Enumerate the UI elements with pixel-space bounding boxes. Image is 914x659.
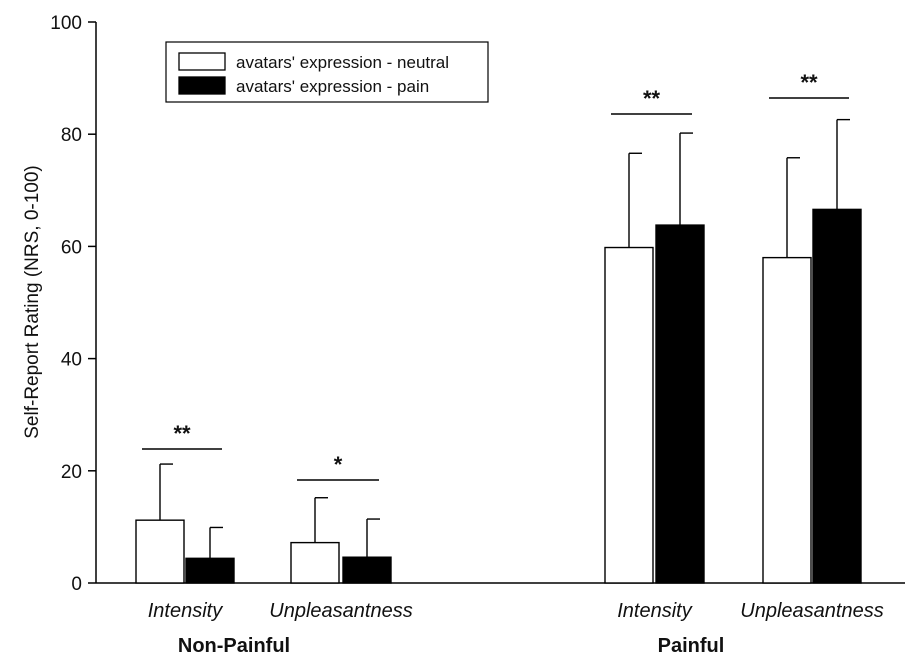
bar-pain-3 <box>812 208 862 584</box>
bars-layer <box>135 208 862 584</box>
error-bars-layer <box>159 118 850 559</box>
y-tick-label-40: 40 <box>61 350 82 371</box>
bar-neutral-0 <box>135 519 185 584</box>
category-label-0: Intensity <box>148 600 223 622</box>
bar-neutral-2 <box>604 246 654 584</box>
y-tick-label-100: 100 <box>50 13 82 34</box>
category-label-3: Unpleasantness <box>740 600 883 622</box>
significance-layer: ******* <box>142 70 849 481</box>
significance-marker-0: ** <box>173 421 191 446</box>
category-label-1: Unpleasantness <box>269 600 412 622</box>
group-label-0: Non-Painful <box>178 635 290 657</box>
significance-marker-1: * <box>334 452 343 477</box>
legend-swatch-neutral <box>178 52 226 71</box>
y-axis-label: Self-Report Rating (NRS, 0-100) <box>22 165 43 439</box>
y-tick-label-80: 80 <box>61 125 82 146</box>
significance-marker-3: ** <box>800 70 818 95</box>
legend-label-pain: avatars' expression - pain <box>236 77 429 96</box>
bar-neutral-1 <box>290 541 340 584</box>
y-tick-label-60: 60 <box>61 237 82 258</box>
group-label-1: Painful <box>658 635 725 657</box>
legend-swatch-pain <box>178 76 226 95</box>
significance-marker-2: ** <box>643 86 661 111</box>
bar-pain-0 <box>185 557 235 584</box>
legend: avatars' expression - neutral avatars' e… <box>165 41 489 103</box>
bar-neutral-3 <box>762 256 812 584</box>
y-tick-label-0: 0 <box>71 574 82 595</box>
x-labels-layer: Intensity Unpleasantness Intensity Unpleasa… <box>148 600 884 657</box>
category-label-2: Intensity <box>617 600 692 622</box>
y-tick-label-20: 20 <box>61 462 82 483</box>
bar-pain-2 <box>655 224 705 584</box>
legend-label-neutral: avatars' expression - neutral <box>236 53 449 72</box>
bar-pain-1 <box>342 556 392 584</box>
